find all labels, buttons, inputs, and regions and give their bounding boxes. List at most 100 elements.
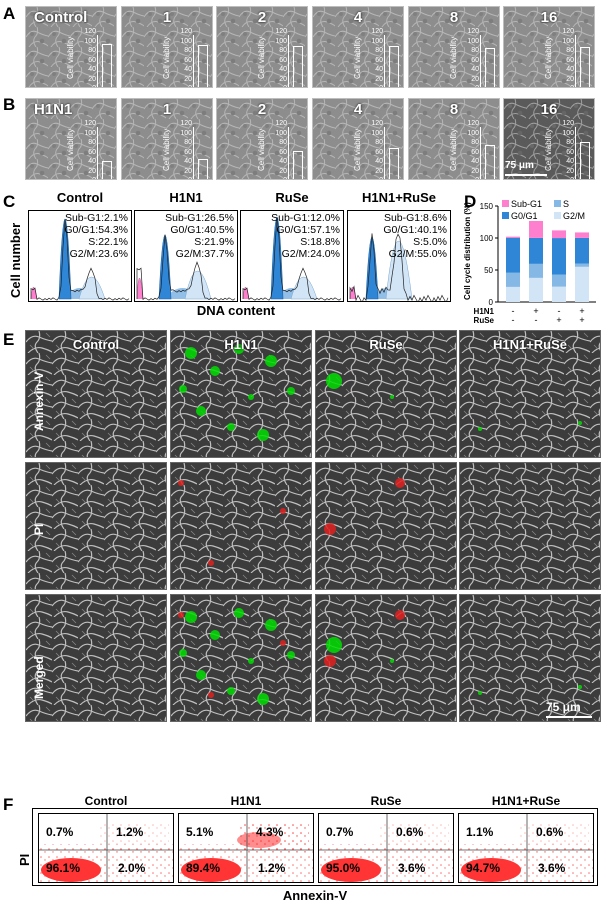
- d-bar-0-g0g1: [506, 238, 520, 273]
- d-bar-1-sub-g1: [529, 220, 543, 238]
- a-tick-1-5: 100: [180, 37, 192, 45]
- d-legend-label-0: Sub-G1: [511, 199, 542, 209]
- b-tick-0-3: 60: [88, 148, 96, 156]
- e-micrograph-1-3: [459, 462, 601, 590]
- e-annexin-spot-2-1-0: [185, 611, 197, 623]
- b-tick-2-3: 60: [279, 148, 287, 156]
- b-viability-label-0: Cell viability: [66, 128, 75, 171]
- a-title-1: 1: [162, 9, 172, 26]
- e-pi-spot-1-1-1: [208, 560, 214, 566]
- b-title-2: 2: [257, 101, 267, 118]
- b-tick-1-6: 120: [180, 120, 192, 127]
- d-bar-2-g2m: [552, 286, 566, 302]
- b-axis-4: [480, 127, 481, 179]
- b-tick-5-2: 40: [566, 158, 574, 165]
- a-tick-4-3: 60: [471, 56, 479, 64]
- b-tick-4-2: 40: [471, 158, 479, 165]
- a-tick-0-4: 80: [88, 47, 96, 54]
- c-group-title-2: RuSe: [275, 190, 309, 205]
- b-viability-label-5: Cell viability: [544, 128, 553, 171]
- b-tick-0-4: 80: [88, 139, 96, 146]
- e-column-title-1: H1N1: [224, 337, 258, 352]
- a-tick-5-0: 0: [570, 85, 574, 87]
- d-row-value-1-3: +: [579, 315, 584, 325]
- b-tick-2-4: 80: [279, 139, 287, 146]
- f-dots-upper-0: [99, 822, 169, 852]
- e-row-label-2: Merged: [32, 656, 46, 699]
- a-viability-label-1: Cell viability: [162, 36, 171, 79]
- b-tick-5-1: 20: [566, 167, 574, 175]
- a-viability-label-3: Cell viability: [353, 36, 362, 79]
- b-micrograph-0: H1N1 Cell viability 0 20 40 60 80 100 120: [25, 98, 117, 180]
- b-ticks-3: 0 20 40 60 80 100 120: [365, 120, 383, 179]
- c-subg1-text-2: Sub-G1:12.0%: [271, 212, 340, 224]
- a-tick-4-0: 0: [475, 85, 479, 87]
- e-pi-spot-1-2-0: [395, 478, 405, 488]
- c-subg1-text-1: Sub-G1:26.5%: [165, 212, 234, 224]
- b-ticks-0: 0 20 40 60 80 100 120: [78, 120, 96, 179]
- e-micrograph-0-0: Control Annexin-V: [25, 330, 167, 458]
- a-tick-3-1: 20: [375, 75, 383, 83]
- e-column-title-3: H1N1+RuSe: [492, 337, 568, 352]
- f-quad-ul-3: 1.1%: [466, 825, 494, 839]
- b-tick-5-3: 60: [566, 148, 574, 156]
- d-row-value-1-1: -: [535, 315, 538, 325]
- e-micrograph-0-2: RuSe: [315, 330, 457, 458]
- b-axis-5: [575, 127, 576, 179]
- c-g2m-text-1: G2/M:37.7%: [175, 248, 234, 260]
- c-g0g1-peak-0: [58, 219, 72, 300]
- e-row-label-1: PI: [32, 523, 46, 535]
- e-annexin-spot-0-1-4: [287, 387, 295, 395]
- c-s-text-1: S:21.9%: [194, 236, 234, 248]
- b-tick-5-0: 0: [570, 177, 574, 179]
- b-scale-bar-label: 75 μm: [505, 160, 534, 171]
- b-viability-bar-5: [580, 141, 590, 179]
- e-annexin-spot-0-1-2: [234, 344, 244, 354]
- c-g2m-peak-0: [78, 277, 106, 300]
- a-axis-4: [480, 35, 481, 87]
- d-legend-label-3: G2/M: [563, 211, 585, 221]
- a-viability-bar-1: [198, 44, 208, 87]
- a-tick-2-1: 20: [279, 75, 287, 83]
- a-tick-0-3: 60: [88, 56, 96, 64]
- b-title-4: 8: [449, 101, 459, 118]
- f-quad-lr-2: 3.6%: [398, 861, 426, 875]
- a-axis-3: [384, 35, 385, 87]
- e-micrograph-2-1: [170, 594, 312, 722]
- a-ticks-2: 0 20 40 60 80 100 120: [269, 28, 287, 87]
- e-pi-spot-2-1-2: [280, 640, 286, 646]
- b-viability-bar-0: [102, 160, 112, 179]
- b-axis-2: [288, 127, 289, 179]
- b-tick-1-5: 100: [180, 129, 192, 137]
- a-tick-3-0: 0: [379, 85, 383, 87]
- a-tick-1-0: 0: [188, 85, 192, 87]
- b-tick-3-3: 60: [375, 148, 383, 156]
- d-bar-2-s: [552, 274, 566, 287]
- a-tick-2-5: 100: [275, 37, 287, 45]
- e-pi-spot-1-1-0: [178, 480, 184, 486]
- b-micrograph-5: 16 Cell viability 0 20 40 60 80 100 120: [503, 98, 595, 180]
- b-tick-4-4: 80: [471, 139, 479, 146]
- b-tick-5-6: 120: [562, 120, 574, 127]
- b-title-1: 1: [162, 101, 172, 118]
- b-viability-bar-4: [485, 144, 495, 179]
- a-tick-0-5: 100: [84, 37, 96, 45]
- a-tick-0-6: 120: [84, 28, 96, 35]
- d-ytick-label-1: 50: [484, 266, 493, 275]
- b-tick-1-4: 80: [184, 139, 192, 146]
- d-bar-3-g0g1: [575, 237, 589, 264]
- e-micrograph-1-2: [315, 462, 457, 590]
- c-g2m-peak-1: [184, 270, 212, 300]
- a-axis-5: [575, 35, 576, 87]
- a-tick-2-4: 80: [279, 47, 287, 54]
- b-tick-1-1: 20: [184, 167, 192, 175]
- e-micrograph-1-1: [170, 462, 312, 590]
- d-bar-0-g2m: [506, 286, 520, 302]
- c-group-title-0: Control: [56, 190, 104, 205]
- a-tick-1-1: 20: [184, 75, 192, 83]
- a-tick-3-2: 40: [375, 66, 383, 73]
- a-tick-1-6: 120: [180, 28, 192, 35]
- panel-label-e: E: [3, 330, 15, 349]
- b-viability-bar-3: [389, 148, 399, 179]
- a-tick-2-6: 120: [275, 28, 287, 35]
